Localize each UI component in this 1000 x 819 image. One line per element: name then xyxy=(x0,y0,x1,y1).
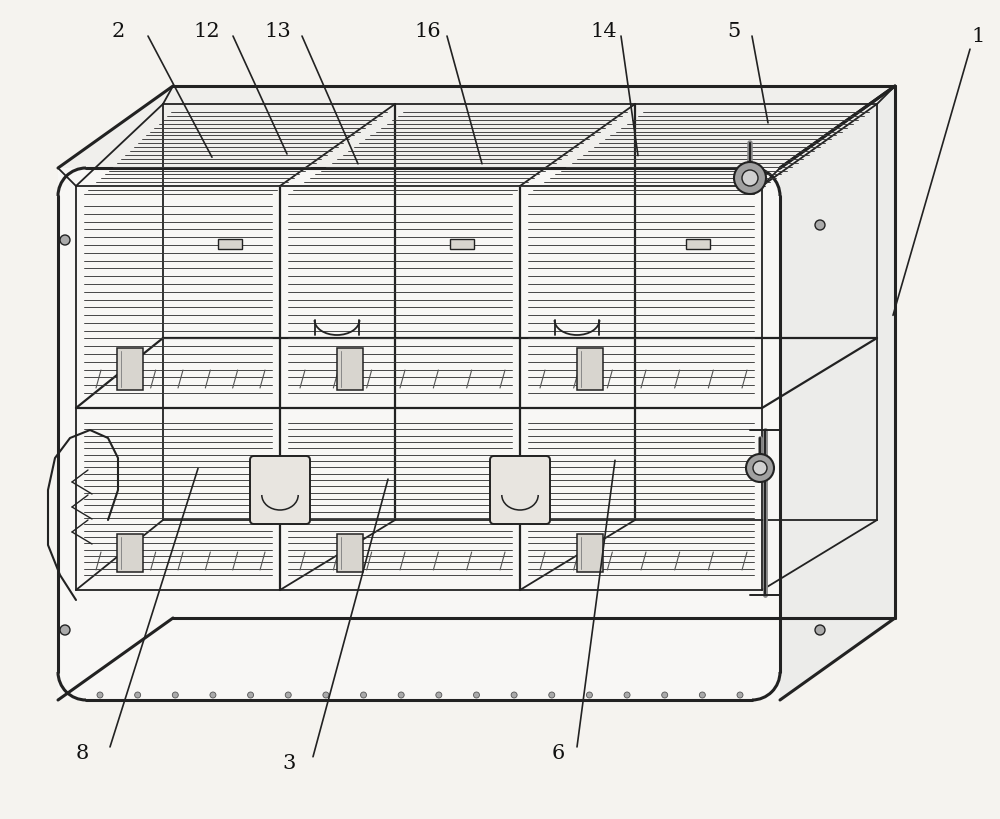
Circle shape xyxy=(398,692,404,698)
Circle shape xyxy=(473,692,479,698)
Text: 12: 12 xyxy=(194,21,220,41)
Circle shape xyxy=(746,454,774,482)
Circle shape xyxy=(815,625,825,635)
Text: 8: 8 xyxy=(75,744,89,763)
Polygon shape xyxy=(780,86,895,700)
Polygon shape xyxy=(337,534,363,572)
Text: 2: 2 xyxy=(111,21,125,41)
Polygon shape xyxy=(58,168,780,700)
Circle shape xyxy=(699,692,705,698)
Circle shape xyxy=(172,692,178,698)
Text: 13: 13 xyxy=(265,21,291,41)
Circle shape xyxy=(436,692,442,698)
Circle shape xyxy=(734,162,766,194)
Circle shape xyxy=(737,692,743,698)
FancyBboxPatch shape xyxy=(490,456,550,524)
Text: 14: 14 xyxy=(591,21,617,41)
Circle shape xyxy=(511,692,517,698)
Circle shape xyxy=(549,692,555,698)
Circle shape xyxy=(323,692,329,698)
Polygon shape xyxy=(450,239,474,250)
Circle shape xyxy=(135,692,141,698)
Text: 5: 5 xyxy=(727,21,741,41)
Text: 1: 1 xyxy=(971,27,985,47)
Polygon shape xyxy=(686,239,710,250)
Circle shape xyxy=(815,220,825,230)
Polygon shape xyxy=(218,239,242,250)
Circle shape xyxy=(624,692,630,698)
Polygon shape xyxy=(577,534,603,572)
Polygon shape xyxy=(117,534,143,572)
Polygon shape xyxy=(577,348,603,390)
Circle shape xyxy=(210,692,216,698)
Circle shape xyxy=(60,235,70,245)
Text: 16: 16 xyxy=(415,21,441,41)
Circle shape xyxy=(753,461,767,475)
FancyBboxPatch shape xyxy=(250,456,310,524)
Circle shape xyxy=(248,692,254,698)
Circle shape xyxy=(361,692,367,698)
Circle shape xyxy=(586,692,592,698)
Circle shape xyxy=(285,692,291,698)
Circle shape xyxy=(742,170,758,186)
Circle shape xyxy=(97,692,103,698)
Circle shape xyxy=(60,625,70,635)
Text: 6: 6 xyxy=(551,744,565,763)
Polygon shape xyxy=(58,86,895,168)
Text: 3: 3 xyxy=(282,753,296,773)
Polygon shape xyxy=(337,348,363,390)
Circle shape xyxy=(662,692,668,698)
Polygon shape xyxy=(117,348,143,390)
